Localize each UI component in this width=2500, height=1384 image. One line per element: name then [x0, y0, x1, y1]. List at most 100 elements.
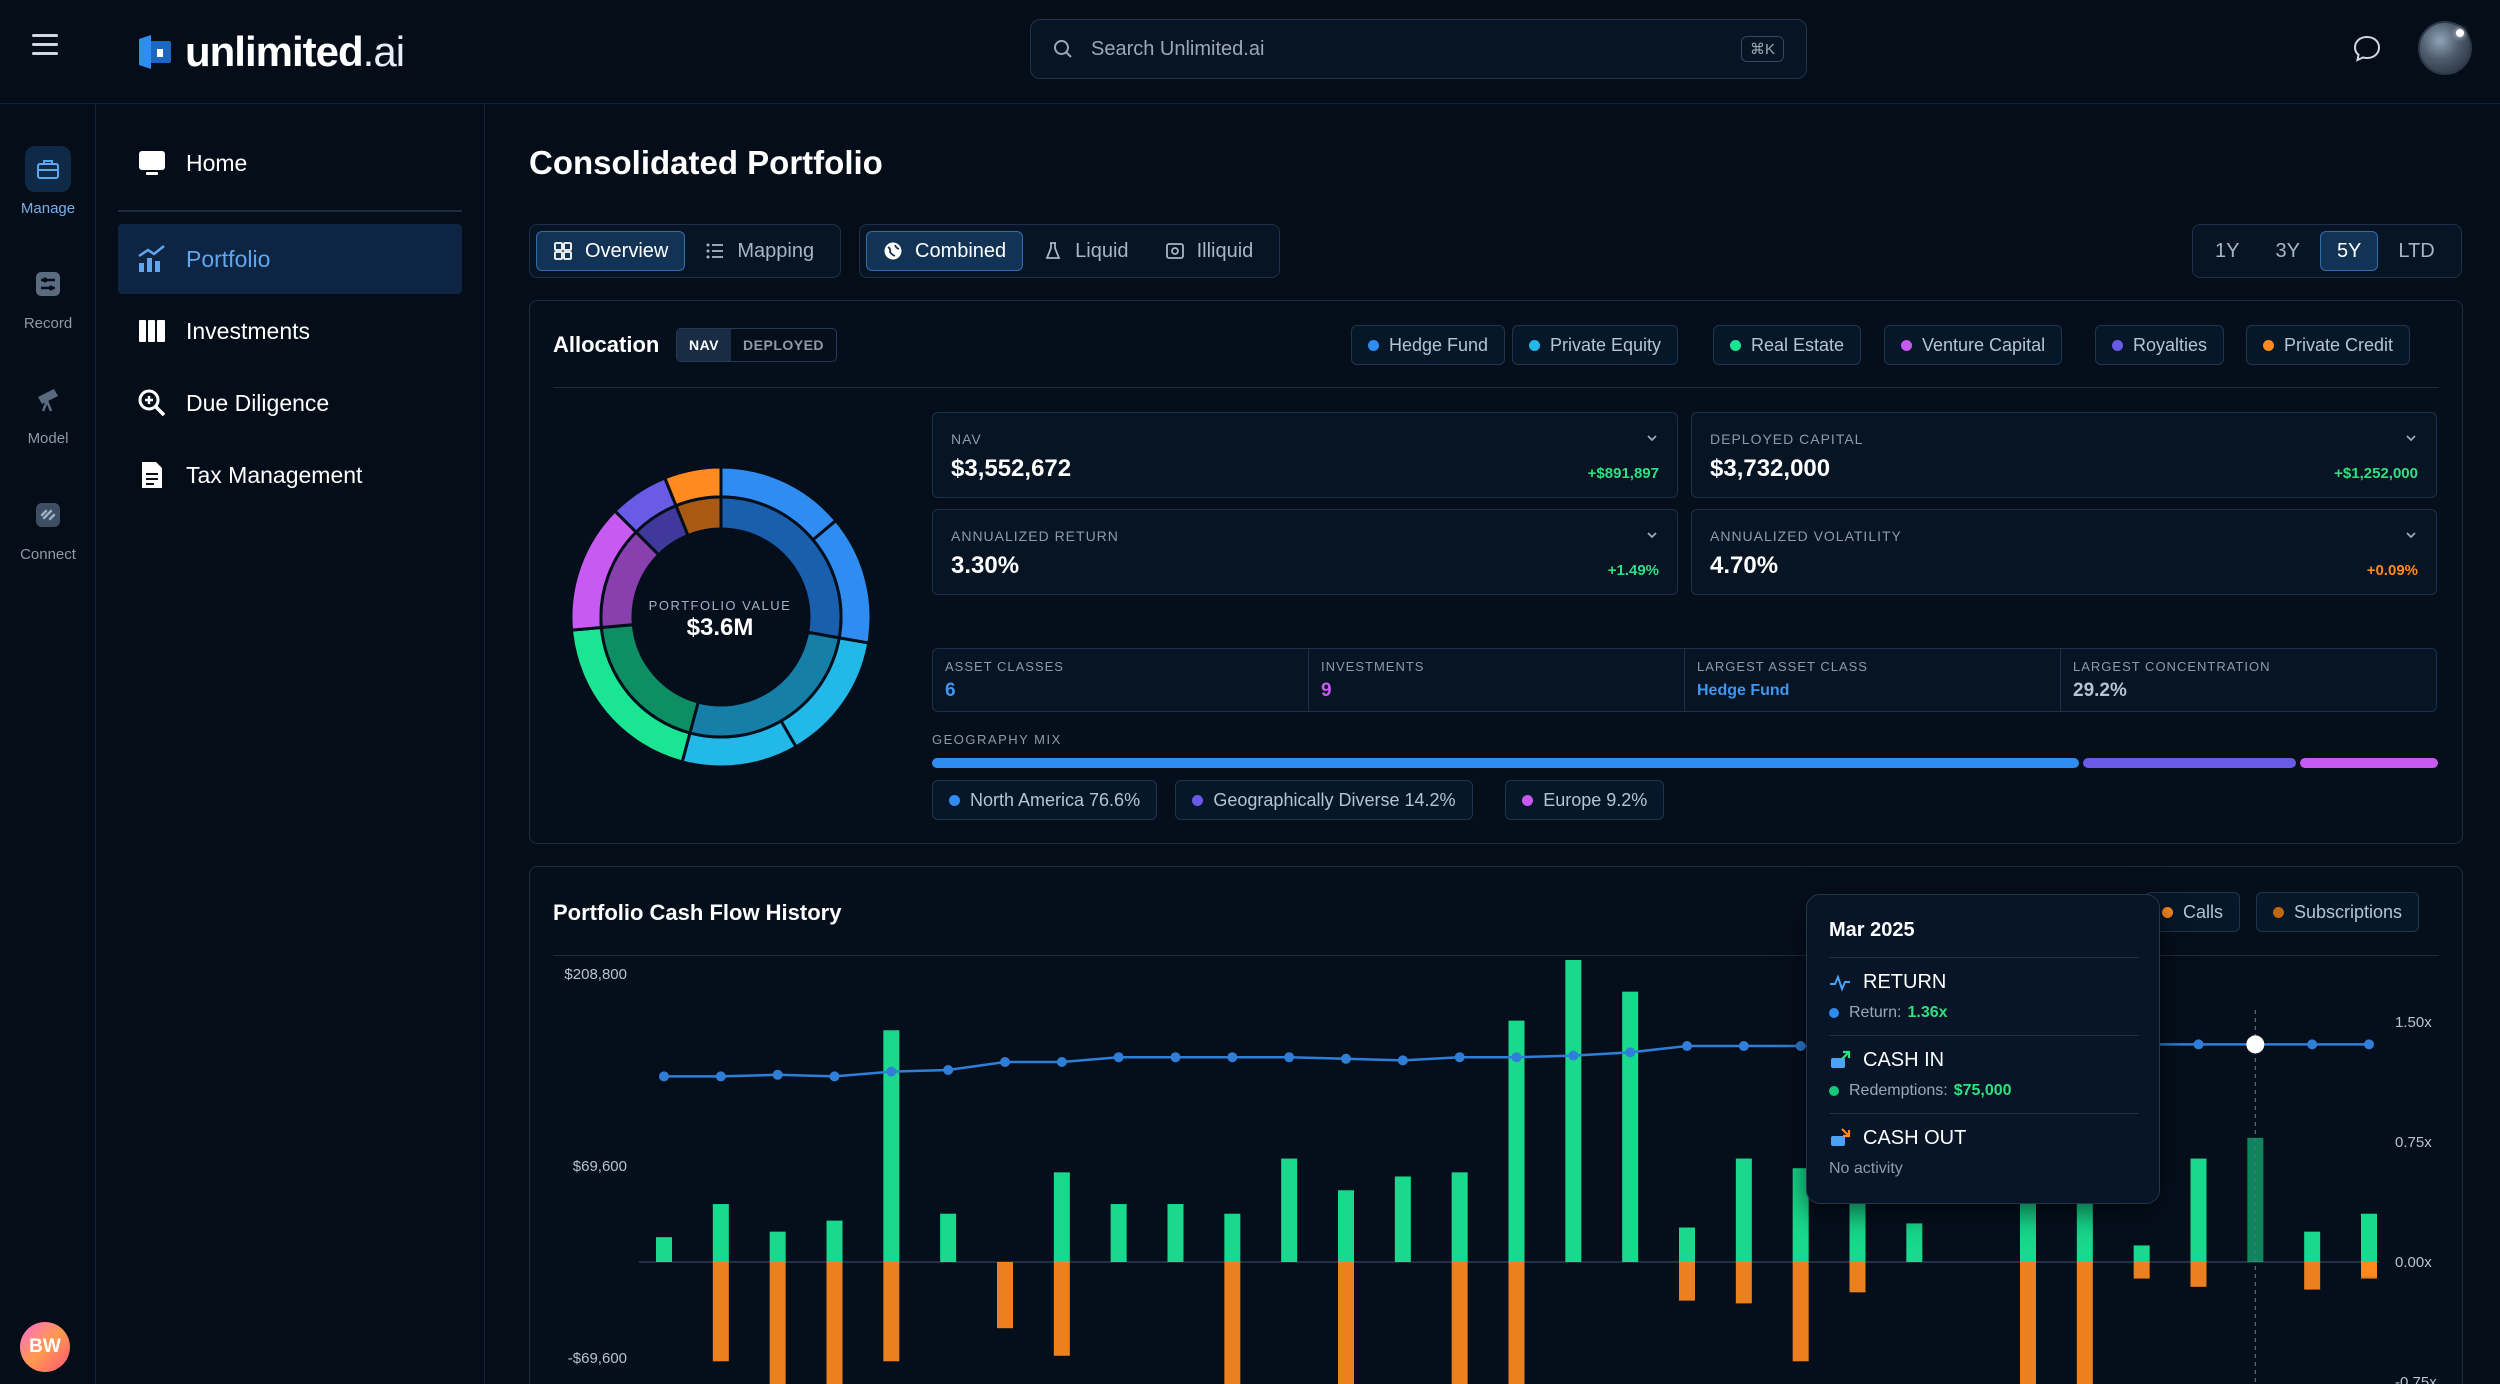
- sidebar-item-label: Portfolio: [186, 245, 271, 272]
- chart-growth-icon: [138, 245, 165, 272]
- hamburger-menu-icon[interactable]: [32, 34, 58, 56]
- tab-liquid[interactable]: Liquid: [1027, 231, 1144, 271]
- search-icon: [1054, 40, 1072, 58]
- tab-illiquid[interactable]: Illiquid: [1149, 231, 1270, 271]
- geo-legend-item[interactable]: North America 76.6%: [932, 780, 1158, 820]
- tab-1y[interactable]: 1Y: [2215, 239, 2240, 262]
- legend-dot: [1192, 794, 1204, 806]
- allocation-title: Allocation: [553, 332, 660, 357]
- chevron-down-icon[interactable]: [1645, 528, 1659, 542]
- donut-label: PORTFOLIO VALUE: [648, 598, 792, 613]
- chevron-down-icon[interactable]: [1645, 431, 1659, 445]
- user-initials-avatar[interactable]: BW: [20, 1322, 70, 1372]
- cash-out-bar: [997, 1262, 1013, 1329]
- legend-label: Private Credit: [2284, 334, 2394, 355]
- logo-mark-icon: [139, 35, 171, 69]
- donut-slice-inner[interactable]: [674, 495, 723, 538]
- chat-icon[interactable]: [2352, 34, 2382, 64]
- donut-value: $3.6M: [686, 614, 754, 641]
- chevron-down-icon[interactable]: [2404, 528, 2418, 542]
- cash-out-bar: [883, 1262, 900, 1362]
- metric-annualized-volatility[interactable]: ANNUALIZED VOLATILITY 4.70% +0.09%: [1691, 509, 2437, 595]
- cash-in-bar: [2247, 1137, 2264, 1262]
- return-point: [1682, 1041, 1692, 1051]
- geo-legend-item[interactable]: Europe 9.2%: [1505, 780, 1665, 820]
- rail-label: Connect: [20, 546, 76, 563]
- cash-in-bar: [656, 1237, 672, 1262]
- legend-venture-capital[interactable]: Venture Capital: [1884, 325, 2063, 365]
- document-list-icon: [142, 462, 162, 488]
- geo-legend-item[interactable]: Geographically Diverse 14.2%: [1175, 780, 1473, 820]
- legend-dot: [1368, 339, 1379, 351]
- cash-in-bar: [2133, 1245, 2150, 1262]
- tab-3y[interactable]: 3Y: [2275, 239, 2300, 262]
- cash-in-bar: [2361, 1213, 2377, 1262]
- link-icon: [36, 503, 60, 527]
- tooltip-cash-in: CASH IN Redemptions: $75,000: [1829, 1049, 2139, 1100]
- legend-private-equity[interactable]: Private Equity: [1512, 325, 1679, 365]
- tab-overview[interactable]: Overview: [536, 231, 686, 271]
- return-point: [1000, 1057, 1010, 1067]
- chevron-down-icon[interactable]: [2404, 431, 2418, 445]
- rail-item-model[interactable]: Model: [0, 376, 96, 447]
- allocation-donut-chart: [569, 465, 873, 769]
- cash-in-bar: [1508, 1020, 1525, 1262]
- metric-nav[interactable]: NAV $3,552,672 +$891,897: [932, 412, 1678, 498]
- cash-in-bar: [1224, 1213, 1241, 1262]
- sidebar-item-home[interactable]: Home: [118, 128, 462, 198]
- return-point: [943, 1065, 954, 1075]
- cash-in-bar: [1792, 1168, 1809, 1262]
- toggle-nav[interactable]: NAV: [677, 329, 732, 361]
- legend-real-estate[interactable]: Real Estate: [1713, 325, 1862, 365]
- legend-subscriptions[interactable]: Subscriptions: [2256, 892, 2420, 932]
- tab-mapping[interactable]: Mapping: [689, 231, 830, 271]
- list-icon: [706, 243, 724, 259]
- metric-annualized-return[interactable]: ANNUALIZED RETURN 3.30% +1.49%: [932, 509, 1678, 595]
- sidebar-item-portfolio[interactable]: Portfolio: [118, 224, 462, 294]
- rail-item-record[interactable]: Record: [0, 261, 96, 332]
- metric-deployed-capital[interactable]: DEPLOYED CAPITAL $3,732,000 +$1,252,000: [1691, 412, 2437, 498]
- legend-label: North America 76.6%: [970, 789, 1141, 810]
- legend-private-credit[interactable]: Private Credit: [2246, 325, 2411, 365]
- tab-5y[interactable]: 5Y: [2319, 231, 2379, 271]
- sidebar-item-due-diligence[interactable]: Due Diligence: [118, 368, 462, 438]
- sidebar-item-tax-management[interactable]: Tax Management: [118, 440, 462, 510]
- vault-icon: [1165, 243, 1184, 259]
- telescope-icon: [38, 389, 58, 412]
- legend-royalties[interactable]: Royalties: [2095, 325, 2225, 365]
- divider: [553, 955, 2439, 956]
- y-tick-label: $208,800: [564, 966, 627, 983]
- grid-icon: [554, 242, 572, 260]
- cash-in-bar: [1451, 1172, 1468, 1262]
- globe-icon: [884, 242, 902, 260]
- tab-combined[interactable]: Combined: [866, 231, 1024, 271]
- geo-bar-segment: [2300, 758, 2438, 768]
- rail-item-connect[interactable]: Connect: [0, 492, 96, 563]
- cash-in-bar: [1394, 1176, 1411, 1262]
- toggle-deployed[interactable]: DEPLOYED: [743, 337, 825, 353]
- sidebar: Home Portfolio Investments Due Diligence…: [96, 104, 485, 1384]
- cash-out-bar: [1053, 1262, 1070, 1356]
- app-logo[interactable]: unlimited.ai: [137, 28, 405, 76]
- return-point: [1113, 1052, 1124, 1063]
- chart-tooltip: Mar 2025 RETURN Return: 1.36x CASH IN Red…: [1806, 894, 2160, 1204]
- book-icon: [139, 320, 165, 342]
- user-avatar[interactable]: [2418, 21, 2472, 75]
- sidebar-item-investments[interactable]: Investments: [118, 296, 462, 366]
- return-point: [1056, 1057, 1067, 1067]
- legend-hedge-fund[interactable]: Hedge Fund: [1351, 325, 1506, 365]
- tab-ltd[interactable]: LTD: [2398, 239, 2435, 262]
- legend-label: Venture Capital: [1922, 334, 2046, 355]
- search-input[interactable]: [1091, 37, 1691, 61]
- legend-calls[interactable]: Calls: [2145, 892, 2241, 932]
- cash-in-bar: [712, 1204, 729, 1262]
- geography-bar: [932, 758, 2438, 768]
- magnify-search-icon: [138, 389, 166, 417]
- tooltip-cash-out: CASH OUT No activity: [1829, 1127, 1967, 1177]
- cash-out-bar: [2361, 1262, 2377, 1276]
- search-bar[interactable]: ⌘K: [1030, 19, 1807, 79]
- period-tabs: 1Y 3Y 5Y LTD: [2192, 224, 2462, 278]
- cash-out-bar: [712, 1262, 729, 1362]
- rail-item-manage[interactable]: Manage: [0, 146, 96, 217]
- cash-out-bar: [1679, 1262, 1695, 1301]
